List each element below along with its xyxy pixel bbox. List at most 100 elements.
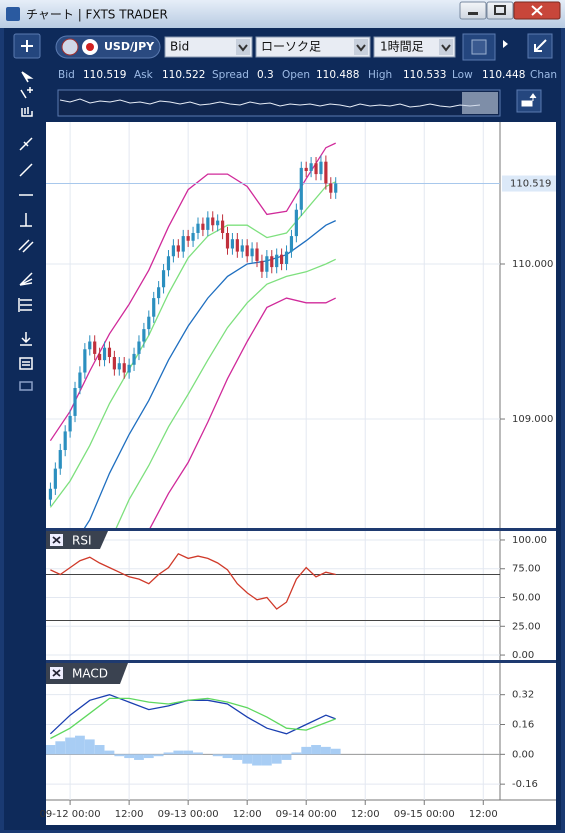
scroll-icon[interactable]	[503, 40, 508, 48]
candle-body	[284, 251, 289, 264]
app-icon	[6, 7, 20, 21]
histogram-bar	[183, 750, 194, 755]
close-icon	[52, 536, 61, 544]
dropdown-arrow-icon	[238, 44, 248, 52]
close-icon	[531, 5, 543, 16]
x-tick-label: 12:00	[115, 809, 144, 820]
histogram-bar	[261, 754, 272, 766]
histogram-bar	[65, 737, 76, 755]
dropdown-arrow	[236, 39, 250, 55]
x-tick-label: 09-12 00:00	[40, 809, 101, 820]
x-tick-label: 12:00	[469, 809, 498, 820]
navigator[interactable]	[57, 89, 501, 117]
quote-label: Low	[452, 69, 473, 81]
candle-body	[147, 316, 151, 330]
candle-body	[280, 254, 284, 264]
candle-body	[299, 167, 303, 210]
maximize-button[interactable]	[486, 1, 514, 20]
candle-body	[334, 183, 338, 193]
candle-body	[83, 349, 87, 373]
macd-title: MACD	[72, 667, 108, 681]
histogram-bar	[143, 754, 154, 759]
navigator-handle[interactable]	[462, 92, 498, 114]
candle-body	[142, 329, 146, 342]
candle-body	[270, 256, 274, 268]
candle-body	[181, 236, 185, 252]
candle-body	[152, 298, 156, 317]
minimize-button[interactable]	[459, 1, 487, 20]
series-line	[50, 552, 336, 610]
candle-body	[48, 488, 53, 500]
quote-value: 110.519	[83, 69, 126, 81]
camera-tool[interactable]	[19, 381, 33, 391]
fibo-tool[interactable]	[18, 298, 32, 312]
candle-body	[63, 431, 67, 451]
x-tick-label: 09-13 00:00	[158, 809, 219, 820]
y-tick-label: 0.32	[512, 690, 534, 701]
histogram-bar	[163, 752, 174, 755]
candle-body	[206, 217, 210, 230]
candle-body	[112, 357, 116, 370]
x-tick-label: 12:00	[351, 809, 380, 820]
x-tick-label: 12:00	[233, 809, 262, 820]
download-tool[interactable]	[20, 332, 32, 346]
symbol: USD/JPY	[104, 40, 155, 53]
histogram-bar	[75, 735, 85, 755]
histogram-bar	[222, 754, 233, 759]
pointer-tool[interactable]	[21, 71, 34, 83]
candle-body	[230, 239, 235, 249]
dropdown-arrow	[354, 39, 368, 55]
histogram-bar	[291, 752, 302, 755]
x-tick-label: 09-14 00:00	[276, 809, 337, 820]
channel-tool[interactable]	[18, 239, 34, 253]
candle-body	[329, 183, 333, 193]
list-tool[interactable]	[19, 357, 33, 370]
hand-tool[interactable]	[21, 107, 33, 117]
price-side: Bid	[170, 40, 189, 54]
candle-body	[171, 245, 175, 257]
y-tick-label: 110.000	[512, 259, 553, 270]
timeframe: 1時間足	[380, 40, 424, 54]
usd-flag	[61, 38, 79, 56]
price-side-dropdown[interactable]	[164, 36, 253, 58]
x-tick-label: 09-15 00:00	[394, 809, 455, 820]
line-tool[interactable]	[19, 163, 33, 177]
chart-type-dropdown[interactable]	[255, 36, 371, 58]
candle-body	[78, 372, 82, 389]
crosshair-tool[interactable]	[20, 87, 33, 99]
candle-body	[53, 468, 57, 489]
histogram-bar	[320, 746, 331, 755]
candle-body	[294, 209, 298, 237]
timeframe-dropdown[interactable]	[373, 36, 456, 58]
histogram-bar	[124, 754, 135, 759]
current-price-tag	[502, 175, 556, 192]
tool-strip	[18, 71, 34, 391]
close-icon	[52, 669, 61, 677]
jpy-flag-dot	[86, 43, 94, 51]
fan-tool[interactable]	[19, 272, 33, 286]
histogram-bar	[104, 750, 115, 755]
candle-body	[201, 223, 205, 230]
candle-body	[132, 353, 136, 365]
histogram-bar	[46, 745, 56, 755]
y-tick-label: 0.00	[512, 749, 534, 760]
candle-body	[240, 245, 244, 252]
histogram-bar	[55, 741, 66, 755]
candle-body	[93, 341, 97, 354]
quote-bar: Bid 110.519 Ask 110.522 Spread 0.3 Open 110.488…	[58, 69, 557, 81]
panel	[46, 663, 500, 800]
candle-body	[127, 364, 131, 373]
band-line	[149, 297, 336, 528]
candle-body	[250, 248, 254, 257]
candle-body	[107, 347, 112, 358]
vline-tool[interactable]	[20, 213, 32, 227]
trend-tool[interactable]	[19, 137, 33, 151]
candle-body	[117, 363, 121, 370]
quote-label: Ask	[134, 69, 154, 81]
histogram-bar	[311, 745, 321, 755]
macd-tab	[46, 663, 128, 684]
symbol-selector[interactable]	[55, 35, 161, 59]
histogram-bar	[114, 754, 125, 757]
add-icon	[21, 40, 33, 52]
